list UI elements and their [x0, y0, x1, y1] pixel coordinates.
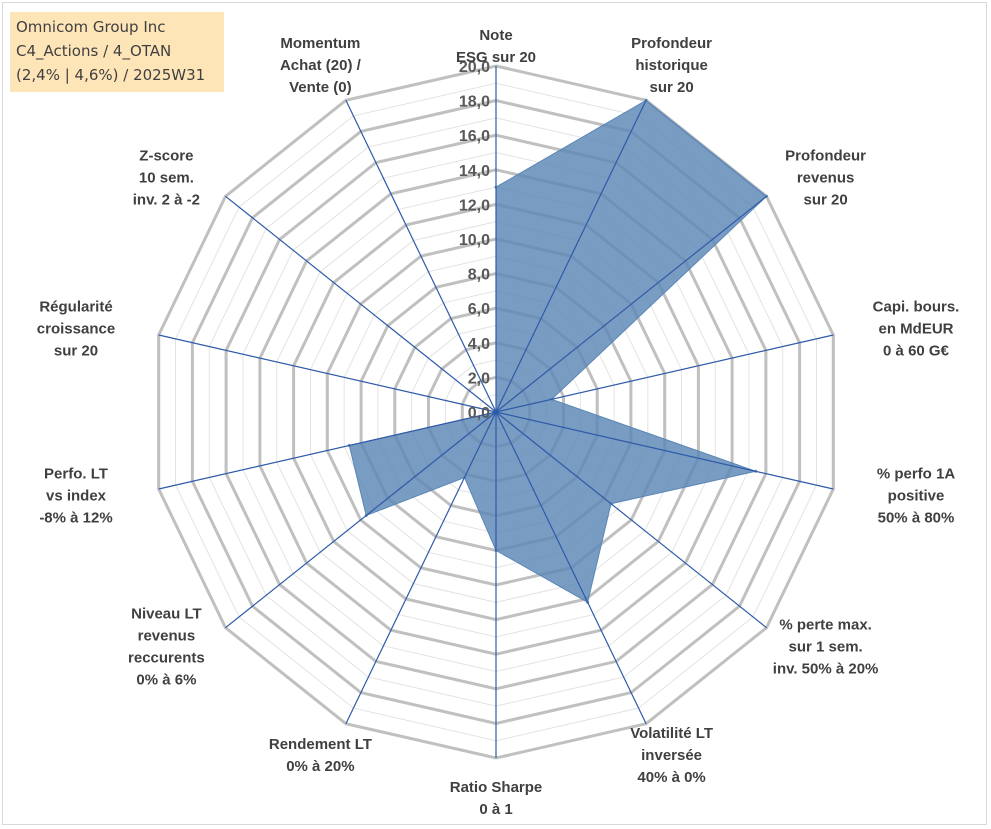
- axis-label-line: -8% à 12%: [39, 510, 112, 527]
- tick-label: 18,0: [459, 94, 490, 111]
- tick-label: 16,0: [459, 128, 490, 145]
- axis-label-line: revenus: [138, 627, 196, 644]
- axis-label-line: 0% à 20%: [286, 758, 354, 775]
- axis-label-line: Note: [479, 27, 512, 44]
- axis-label-line: Niveau LT: [131, 605, 202, 622]
- axis-spoke: [495, 411, 647, 724]
- axis-label: Niveau LT revenus reccurents 0% à 6%: [128, 605, 205, 688]
- info-company-name: Omnicom Group Inc: [16, 18, 166, 36]
- axis-label-line: inversée: [641, 747, 702, 764]
- tick-label: 2,0: [468, 370, 490, 387]
- axis-label-line: Rendement LT: [269, 736, 372, 753]
- axis-label-line: sur 20: [54, 342, 98, 359]
- tick-label: 14,0: [459, 163, 490, 180]
- axis-label-line: Perfo. LT: [44, 466, 108, 483]
- axis-spoke: [495, 334, 834, 413]
- axis-spoke: [495, 411, 767, 629]
- tick-label: 8,0: [468, 267, 490, 284]
- axis-label-line: Achat (20) /: [280, 57, 362, 74]
- info-classification: C4_Actions / 4_OTAN: [16, 42, 172, 60]
- axis-spoke: [345, 100, 497, 413]
- axis-label: Volatilité LT inversée 40% à 0%: [630, 725, 713, 786]
- axis-label-line: % perfo 1A: [877, 466, 956, 483]
- axis-label-line: Z-score: [139, 148, 193, 165]
- axis-spoke: [345, 411, 497, 724]
- axis-label-line: revenus: [797, 170, 855, 187]
- info-box: Omnicom Group Inc C4_Actions / 4_OTAN (2…: [10, 12, 224, 92]
- tick-label-layer: 0,0 2,0 4,0 6,0 8,0 10,0 12,0 14,0 16,0 18,0 20,0: [459, 59, 490, 422]
- tick-label: 6,0: [468, 301, 490, 318]
- axis-label-line: 40% à 0%: [637, 769, 705, 786]
- axis-label-line: Vente (0): [289, 79, 352, 96]
- info-period: (2,4% | 4,6%) / 2025W31: [16, 66, 206, 84]
- series-layer: [347, 98, 768, 604]
- axis-label-line: Capi. bours.: [873, 298, 960, 315]
- axis-label-line: 0 à 1: [479, 801, 512, 818]
- axis-label-line: 10 sem.: [139, 170, 194, 187]
- spoke-layer: [158, 66, 834, 758]
- tick-label: 10,0: [459, 232, 490, 249]
- axis-label-line: reccurents: [128, 649, 205, 666]
- axis-label-line: inv. 50% à 20%: [773, 660, 879, 677]
- axis-label-line: 50% à 80%: [878, 510, 955, 527]
- axis-spoke: [158, 334, 497, 413]
- axis-spoke: [495, 195, 767, 413]
- axis-label: Note ESG sur 20: [456, 27, 536, 66]
- tick-label: 20,0: [459, 59, 490, 76]
- axis-label: Momentum Achat (20) / Vente (0): [280, 35, 362, 96]
- axis-label-line: croissance: [37, 320, 115, 337]
- axis-label-layer: Note ESG sur 20 Profondeur historique sur 20…: [37, 27, 960, 818]
- axis-label: Z-score 10 sem. inv. 2 à -2: [133, 148, 200, 209]
- axis-label-line: Régularité: [39, 298, 112, 315]
- axis-label-line: sur 20: [803, 192, 847, 209]
- axis-label: % perfo 1A positive 50% à 80%: [877, 466, 956, 527]
- axis-label-line: Momentum: [280, 35, 360, 52]
- axis-spoke: [158, 411, 497, 490]
- axis-label-line: 0 à 60 G€: [883, 342, 950, 359]
- axis-label: Capi. bours. en MdEUR 0 à 60 G€: [873, 298, 960, 359]
- tick-label: 0,0: [468, 405, 490, 422]
- axis-label-line: 0% à 6%: [136, 671, 196, 688]
- axis-label-line: sur 20: [649, 79, 693, 96]
- axis-label: Ratio Sharpe 0 à 1: [450, 779, 543, 818]
- axis-spoke: [225, 195, 497, 413]
- axis-label-line: ESG sur 20: [456, 49, 536, 66]
- axis-label: Régularité croissance sur 20: [37, 298, 115, 359]
- axis-label: Perfo. LT vs index -8% à 12%: [39, 466, 112, 527]
- axis-label-line: en MdEUR: [879, 320, 954, 337]
- axis-label-line: positive: [888, 488, 945, 505]
- axis-label-line: inv. 2 à -2: [133, 192, 200, 209]
- axis-spoke: [495, 100, 647, 413]
- axis-label-line: Ratio Sharpe: [450, 779, 543, 796]
- axis-label-line: % perte max.: [779, 616, 872, 633]
- axis-label: Profondeur historique sur 20: [631, 35, 712, 96]
- tick-label: 4,0: [468, 336, 490, 353]
- axis-label-line: Volatilité LT: [630, 725, 713, 742]
- axis-label-line: historique: [635, 57, 708, 74]
- axis-label: Profondeur revenus sur 20: [785, 148, 866, 209]
- axis-label-line: Profondeur: [785, 148, 866, 165]
- axis-label: Rendement LT 0% à 20%: [269, 736, 372, 775]
- axis-label-line: Profondeur: [631, 35, 712, 52]
- axis-spoke: [225, 411, 497, 629]
- axis-spoke: [495, 411, 834, 490]
- axis-label: % perte max. sur 1 sem. inv. 50% à 20%: [773, 616, 879, 677]
- axis-label-line: vs index: [46, 488, 107, 505]
- axis-label-line: sur 1 sem.: [788, 638, 862, 655]
- tick-label: 12,0: [459, 197, 490, 214]
